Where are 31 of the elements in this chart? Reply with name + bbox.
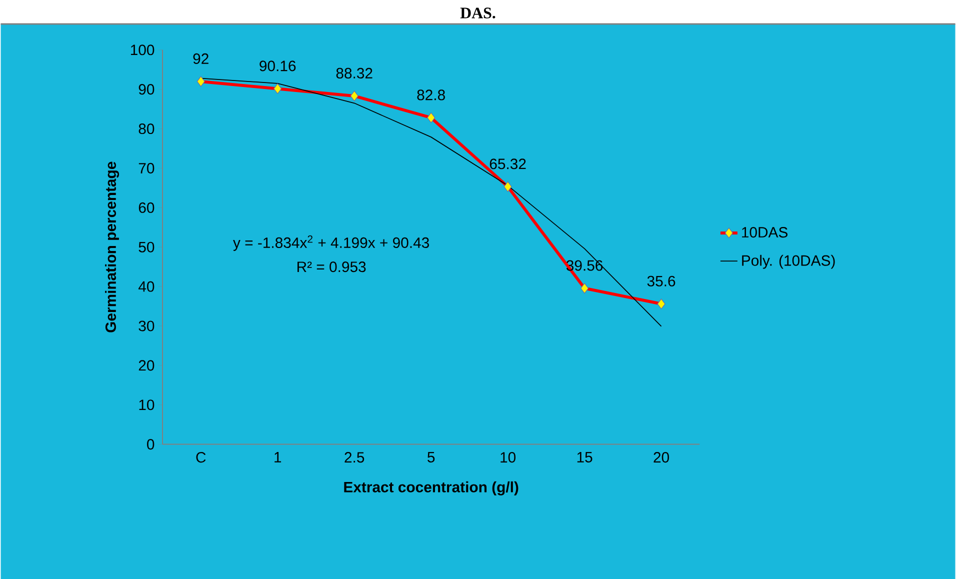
x-tick-label: 2.5 — [344, 452, 364, 463]
y-tick-label: 30 — [138, 320, 154, 332]
y-axis-title: Germination percentage — [105, 162, 120, 332]
y-tick-label: 20 — [138, 360, 154, 371]
y-tick-label: 100 — [130, 44, 154, 56]
x-tick-label: C — [196, 452, 206, 463]
annotation: y = -1.834x$^{2}$ + 4.199x + 90.43 — [233, 235, 429, 251]
y-tick-label: 70 — [138, 162, 154, 174]
legend-label: 10DAS — [742, 226, 788, 238]
data-label: 92 — [193, 53, 208, 64]
y-tick-label: 60 — [138, 202, 154, 213]
y-tick-label: 50 — [138, 242, 154, 252]
x-tick-label: 10 — [500, 452, 516, 463]
y-tick-label: 40 — [138, 281, 154, 292]
y-tick-label: 10 — [139, 400, 154, 410]
x-axis-title: Extract cocentration (g/l) — [344, 481, 518, 496]
annotation: R² = 0.953 — [297, 262, 366, 272]
chart-title: DAS. — [460, 8, 496, 18]
x-tick-label: 1 — [274, 452, 282, 462]
data-label: 65.32 — [490, 158, 526, 170]
y-tick-label: 80 — [138, 123, 154, 134]
x-tick-label: 15 — [577, 452, 592, 462]
data-label: 35.6 — [647, 276, 676, 286]
legend-label: Poly. (10DAS) — [742, 254, 835, 269]
x-tick-label: 20 — [654, 452, 669, 463]
data-label: 82.8 — [417, 90, 445, 100]
data-label: 88.32 — [336, 68, 372, 78]
y-tick-label: 0 — [147, 438, 154, 450]
x-tick-label: 5 — [428, 452, 435, 462]
y-tick-label: 90 — [138, 84, 154, 95]
data-label: 90.16 — [260, 60, 296, 72]
